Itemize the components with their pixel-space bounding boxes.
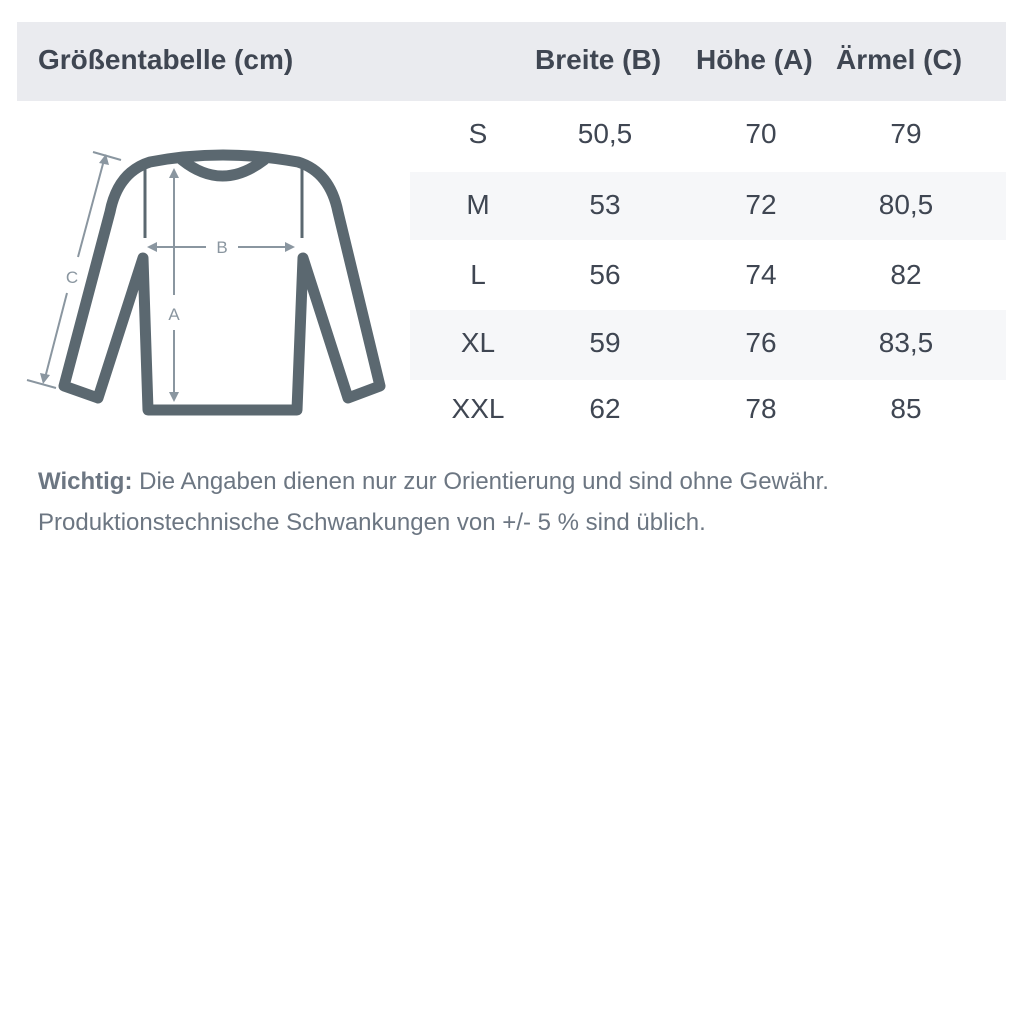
cell-size: S	[468, 118, 488, 149]
cell-hoehe: 74	[745, 259, 777, 290]
side-seams	[143, 168, 304, 238]
sweater-diagram: B A C	[26, 149, 386, 416]
arrowheads-icon	[40, 154, 295, 402]
cell-size: M	[466, 189, 490, 220]
cell-breite: 53	[589, 189, 621, 220]
cell-hoehe: 76	[745, 327, 777, 358]
label-a: A	[168, 305, 180, 324]
cell-size: XL	[460, 327, 496, 358]
sweater-outline-icon	[58, 149, 386, 416]
row-stripe	[410, 172, 1006, 240]
c-arrow-line	[44, 292, 68, 379]
cell-size: L	[470, 259, 486, 290]
column-header-hoehe: Höhe (A)	[696, 44, 813, 75]
cell-size: XXL	[451, 393, 505, 424]
label-c: C	[66, 268, 78, 287]
cell-hoehe: 78	[745, 393, 777, 424]
cell-breite: 62	[589, 393, 621, 424]
cell-aermel: 83,5	[878, 327, 934, 358]
column-header-aermel: Ärmel (C)	[836, 44, 963, 75]
cell-hoehe: 72	[745, 189, 777, 220]
cell-aermel: 79	[890, 118, 922, 149]
page-title: Größentabelle (cm)	[38, 44, 294, 75]
note-label: Wichtig:	[38, 468, 133, 495]
c-bottom-tick	[26, 379, 57, 389]
column-header-breite: Breite (B)	[535, 44, 662, 75]
note-line2: Produktionstechnische Schwankungen von +…	[38, 509, 706, 536]
row-stripe	[410, 310, 1006, 380]
c-arrow-line	[77, 159, 105, 258]
cell-breite: 59	[589, 327, 621, 358]
c-top-tick	[92, 151, 122, 161]
note: Wichtig: Die Angaben dienen nur zur Orie…	[38, 461, 829, 543]
cell-breite: 50,5	[577, 118, 633, 149]
label-b: B	[216, 238, 227, 257]
table-header-bar	[17, 22, 1006, 101]
cell-aermel: 85	[890, 393, 922, 424]
note-line1: Die Angaben dienen nur zur Orientierung …	[132, 468, 829, 495]
cell-aermel: 82	[890, 259, 922, 290]
cell-breite: 56	[589, 259, 621, 290]
measurement-arrows	[26, 151, 295, 402]
cell-hoehe: 70	[745, 118, 777, 149]
cell-aermel: 80,5	[878, 189, 934, 220]
